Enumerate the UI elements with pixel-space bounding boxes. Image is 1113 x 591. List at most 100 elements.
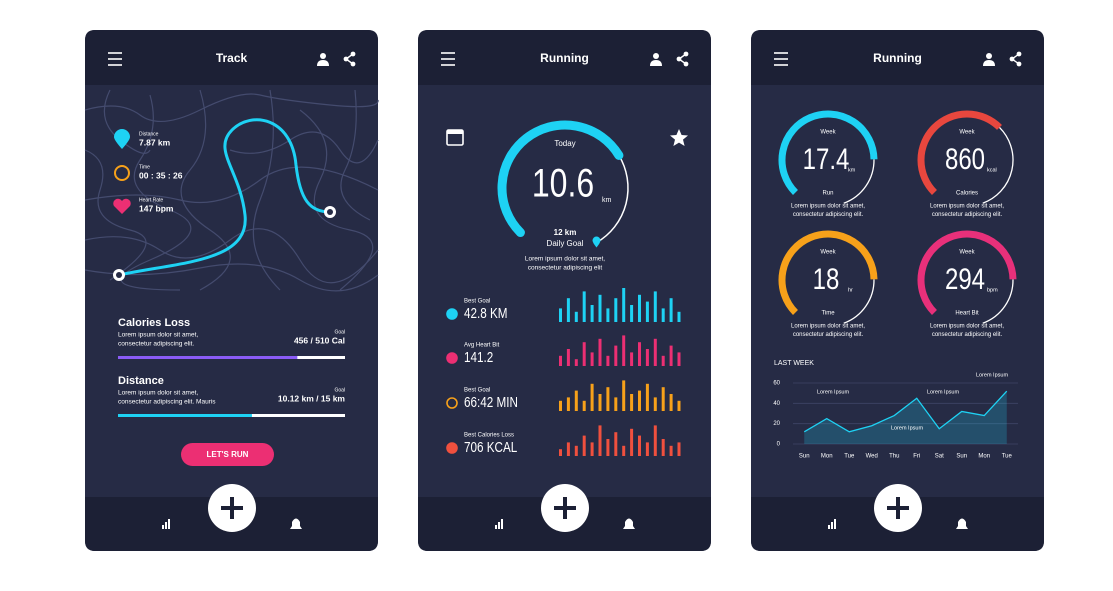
mini-bar xyxy=(638,342,641,366)
gauge-marker xyxy=(592,236,601,248)
mini-bar xyxy=(606,439,610,456)
stats-icon[interactable] xyxy=(834,519,836,529)
stats-icon[interactable] xyxy=(828,525,830,529)
bell-icon[interactable] xyxy=(956,518,968,530)
goal-label: Goal xyxy=(334,387,345,393)
x-tick-label: Mon xyxy=(821,454,833,460)
mini-bar xyxy=(590,442,594,456)
mini-bar xyxy=(645,301,649,322)
share-icon xyxy=(1016,61,1022,67)
route xyxy=(118,118,331,277)
profile-icon[interactable] xyxy=(653,53,659,59)
bell-icon[interactable] xyxy=(290,518,302,530)
x-tick-label: Sun xyxy=(799,454,810,460)
share-icon xyxy=(676,56,682,62)
gauge-period: Week xyxy=(820,250,836,256)
gauge-text: Lorem ipsum dolor sit amet, xyxy=(930,204,1004,210)
x-tick-label: Sun xyxy=(956,454,967,460)
stat-label: Heart Rate xyxy=(139,197,163,203)
section-text: Lorem ipsum dolor sit amet, xyxy=(118,332,198,339)
mini-bar xyxy=(598,338,602,366)
gauge-text: consectetur adipiscing elit. xyxy=(932,212,1003,218)
gauge-text: Lorem ipsum dolor sit amet, xyxy=(525,256,605,263)
gauge-period: Week xyxy=(820,130,836,136)
mini-bar xyxy=(606,308,610,322)
mini-bar xyxy=(598,294,602,322)
map-street xyxy=(84,149,147,281)
x-tick-label: Mon xyxy=(978,454,990,460)
share-icon xyxy=(343,56,349,62)
mini-bar xyxy=(653,397,657,411)
stats-icon[interactable] xyxy=(501,519,503,529)
mini-bar xyxy=(566,397,570,411)
header xyxy=(751,30,1044,85)
annotation: Lorem Ipsum xyxy=(891,425,924,431)
profile-icon xyxy=(317,60,329,66)
mini-bar xyxy=(598,425,602,456)
gauge-unit: kcal xyxy=(987,167,997,173)
profile-icon xyxy=(650,60,662,66)
stat-label: Distance xyxy=(139,131,159,137)
gauge-track xyxy=(982,126,1014,204)
gauge-label: Calories xyxy=(956,191,978,197)
x-tick-label: Thu xyxy=(889,454,899,460)
section-text: Lorem ipsum dolor sit amet, xyxy=(118,390,198,397)
goal-value: 12 km xyxy=(554,228,577,237)
map-street xyxy=(229,131,379,164)
goal-label: Goal xyxy=(334,329,345,335)
stats-icon[interactable] xyxy=(495,525,497,529)
x-tick-label: Tue xyxy=(1002,454,1013,460)
stats-icon[interactable] xyxy=(498,522,500,529)
mini-bar xyxy=(638,390,641,411)
profile-icon[interactable] xyxy=(986,53,992,59)
mini-bar xyxy=(630,305,634,322)
gauge-unit: bpm xyxy=(987,287,998,293)
run-button[interactable] xyxy=(181,443,274,466)
x-tick-label: Wed xyxy=(866,454,878,460)
mini-bar xyxy=(677,352,681,366)
x-tick-label: Sat xyxy=(935,454,944,460)
gauge-unit: km xyxy=(602,197,612,204)
gauge-label: Today xyxy=(554,139,575,148)
calendar-icon xyxy=(447,130,463,134)
mini-bar xyxy=(559,355,562,366)
star-icon[interactable] xyxy=(670,129,688,146)
stat-value: 147 bpm xyxy=(139,203,174,213)
phone-frame xyxy=(751,30,1044,551)
mini-bar xyxy=(614,397,618,411)
x-tick-label: Tue xyxy=(844,454,855,460)
mini-bar xyxy=(622,380,626,411)
gauge-track xyxy=(982,279,1014,324)
stat-value: 42.8 KM xyxy=(464,305,508,322)
mini-bar xyxy=(661,308,665,322)
line xyxy=(803,390,1008,433)
stat-icon xyxy=(446,442,458,454)
phone-frame xyxy=(418,30,711,551)
mini-bar xyxy=(566,442,570,456)
mini-bar xyxy=(622,288,626,322)
mini-bar xyxy=(559,308,562,322)
route-endpoint xyxy=(327,209,333,215)
gauge-text: Lorem ipsum dolor sit amet, xyxy=(930,324,1004,330)
map-street xyxy=(340,89,371,221)
location-icon xyxy=(114,129,130,149)
bell-icon[interactable] xyxy=(623,518,635,530)
stat-icon xyxy=(446,352,458,364)
stat-icon xyxy=(446,397,458,409)
progress-bar xyxy=(118,356,298,359)
stats-icon[interactable] xyxy=(831,522,833,529)
mini-bar xyxy=(606,387,610,411)
profile-icon[interactable] xyxy=(320,53,326,59)
share-icon xyxy=(350,51,356,57)
share-icon xyxy=(350,61,356,67)
stats-icon[interactable] xyxy=(165,522,167,529)
stats-icon[interactable] xyxy=(168,519,170,529)
section-title: Calories Loss xyxy=(118,317,190,329)
screen-title: Running xyxy=(540,51,589,65)
route-endpoint xyxy=(116,272,122,278)
mini-bar xyxy=(669,445,673,456)
stats-icon[interactable] xyxy=(162,525,164,529)
mini-bar xyxy=(669,345,673,366)
gauge-text: consectetur adipiscing elit. xyxy=(932,332,1003,338)
